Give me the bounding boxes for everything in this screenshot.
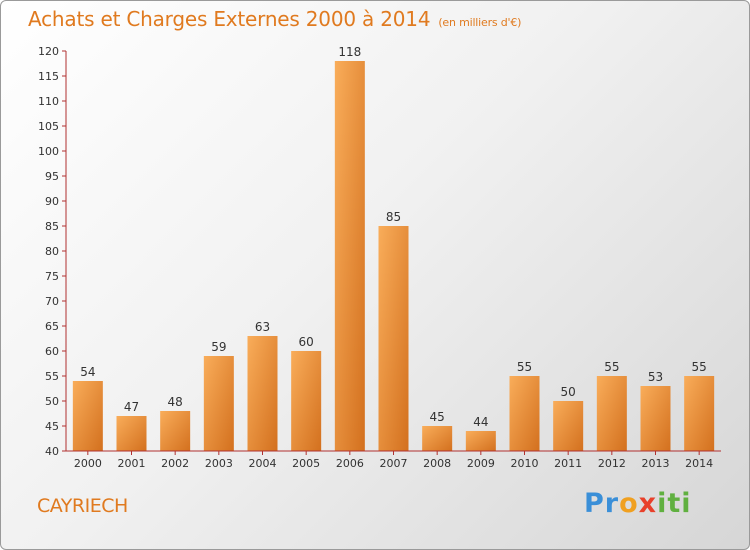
y-tick-label: 90 — [45, 195, 59, 208]
chart-subtitle: (en milliers d'€) — [438, 16, 522, 29]
bar-2014 — [684, 376, 715, 451]
bar-2011 — [553, 401, 584, 451]
bar-2004 — [247, 336, 278, 451]
y-tick-label: 45 — [45, 420, 59, 433]
x-tick-label: 2013 — [642, 457, 670, 470]
y-tick-label: 115 — [38, 70, 59, 83]
bar-2002 — [160, 411, 191, 451]
y-tick-label: 100 — [38, 145, 59, 158]
x-tick-label: 2002 — [161, 457, 189, 470]
bar-2009 — [465, 431, 496, 451]
y-tick-label: 85 — [45, 220, 59, 233]
x-tick-label: 2011 — [554, 457, 582, 470]
value-label-2000: 54 — [80, 365, 95, 379]
bar-2000 — [72, 381, 103, 451]
y-tick-label: 105 — [38, 120, 59, 133]
bar-2007 — [378, 226, 409, 451]
y-tick-label: 50 — [45, 395, 59, 408]
value-label-2003: 59 — [211, 340, 226, 354]
bar-2003 — [203, 356, 234, 451]
value-label-2009: 44 — [473, 415, 488, 429]
bar-2001 — [116, 416, 147, 451]
x-tick-label: 2006 — [336, 457, 364, 470]
bar-2012 — [596, 376, 627, 451]
value-label-2001: 47 — [124, 400, 139, 414]
y-tick-label: 120 — [38, 45, 59, 58]
value-label-2004: 63 — [255, 320, 270, 334]
value-label-2011: 50 — [561, 385, 576, 399]
bar-2006 — [334, 61, 365, 451]
x-tick-label: 2008 — [423, 457, 451, 470]
bar-2005 — [291, 351, 322, 451]
x-tick-label: 2009 — [467, 457, 495, 470]
y-tick-label: 110 — [38, 95, 59, 108]
bar-2008 — [422, 426, 453, 451]
x-tick-label: 2003 — [205, 457, 233, 470]
y-tick-label: 55 — [45, 370, 59, 383]
bar-2013 — [640, 386, 671, 451]
value-label-2007: 85 — [386, 210, 401, 224]
value-label-2013: 53 — [648, 370, 663, 384]
y-tick-label: 95 — [45, 170, 59, 183]
value-label-2010: 55 — [517, 360, 532, 374]
y-tick-label: 60 — [45, 345, 59, 358]
value-label-2014: 55 — [692, 360, 707, 374]
x-tick-label: 2014 — [685, 457, 713, 470]
value-label-2008: 45 — [430, 410, 445, 424]
y-tick-label: 75 — [45, 270, 59, 283]
y-tick-label: 80 — [45, 245, 59, 258]
commune-name: CAYRIECH — [37, 495, 128, 517]
x-tick-label: 2005 — [292, 457, 320, 470]
y-tick-label: 40 — [45, 445, 59, 458]
value-label-2005: 60 — [299, 335, 314, 349]
value-label-2012: 55 — [604, 360, 619, 374]
proxiti-logo: Proxiti — [584, 488, 692, 519]
x-tick-label: 2012 — [598, 457, 626, 470]
chart-title: Achats et Charges Externes 2000 à 2014 (e… — [28, 7, 522, 31]
x-tick-label: 2000 — [74, 457, 102, 470]
x-tick-label: 2010 — [511, 457, 539, 470]
value-label-2002: 48 — [168, 395, 183, 409]
x-tick-label: 2001 — [118, 457, 146, 470]
bar-2010 — [509, 376, 540, 451]
x-tick-label: 2007 — [380, 457, 408, 470]
y-tick-label: 65 — [45, 320, 59, 333]
x-tick-label: 2004 — [249, 457, 277, 470]
y-tick-label: 70 — [45, 295, 59, 308]
value-label-2006: 118 — [338, 45, 361, 59]
